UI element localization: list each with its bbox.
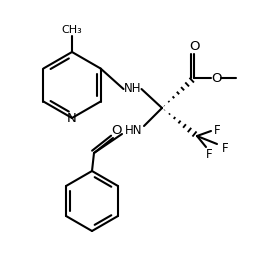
Text: N: N xyxy=(67,113,77,126)
Text: NH: NH xyxy=(124,82,141,94)
Text: F: F xyxy=(206,147,212,160)
Text: HN: HN xyxy=(125,123,143,137)
Text: O: O xyxy=(111,123,121,137)
Text: F: F xyxy=(222,141,228,154)
Text: O: O xyxy=(189,40,199,53)
Text: CH₃: CH₃ xyxy=(62,25,82,35)
Text: F: F xyxy=(214,124,220,137)
Text: O: O xyxy=(211,72,221,85)
